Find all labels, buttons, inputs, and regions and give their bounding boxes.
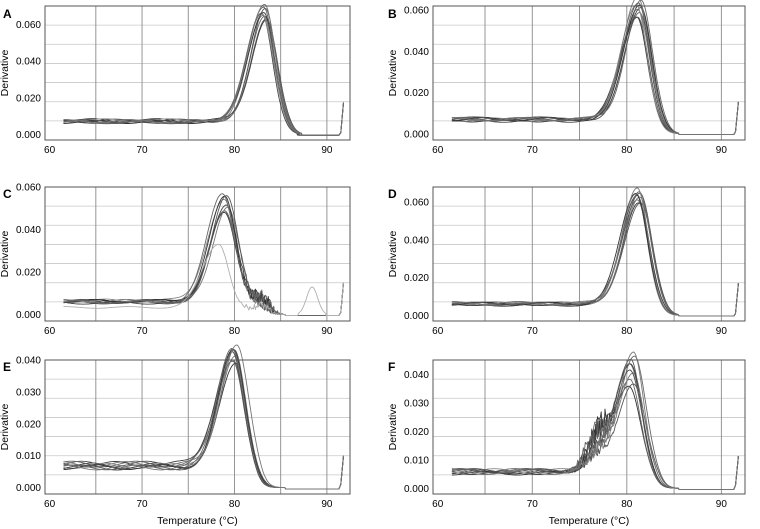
melt-curve bbox=[451, 351, 739, 490]
y-tick-label: 0.010 bbox=[16, 451, 41, 462]
x-tick-label: 60 bbox=[432, 326, 444, 337]
x-tick-label: 80 bbox=[229, 145, 241, 156]
y-tick-label: 0.040 bbox=[16, 356, 41, 367]
y-tick-label: 0.000 bbox=[16, 483, 41, 494]
melt-curve bbox=[63, 3, 344, 136]
y-tick-label: 0.060 bbox=[404, 198, 429, 209]
panel-letter: F bbox=[388, 360, 395, 374]
x-tick-label: 60 bbox=[44, 499, 56, 510]
melt-curve bbox=[63, 6, 344, 136]
x-tick-label: 70 bbox=[136, 145, 148, 156]
x-tick-label: 90 bbox=[321, 326, 333, 337]
y-tick-label: 0.020 bbox=[404, 273, 429, 284]
x-tick-label: 90 bbox=[321, 145, 333, 156]
x-tick-label: 80 bbox=[621, 145, 633, 156]
x-tick-label: 70 bbox=[527, 499, 539, 510]
y-axis-title: Derivative bbox=[387, 404, 399, 451]
y-tick-label: 0.000 bbox=[404, 484, 429, 495]
panel-letter: E bbox=[3, 360, 11, 374]
plot-frame bbox=[44, 359, 351, 495]
x-axis-title: Temperature (°C) bbox=[549, 515, 630, 527]
y-axis-title: Derivative bbox=[387, 231, 399, 278]
plot-frame bbox=[432, 186, 746, 322]
plot-frame bbox=[432, 5, 746, 141]
x-tick-label: 90 bbox=[716, 145, 728, 156]
y-tick-label: 0.040 bbox=[404, 370, 429, 381]
y-tick-label: 0.030 bbox=[404, 398, 429, 409]
panel-letter: A bbox=[3, 7, 12, 21]
x-tick-label: 80 bbox=[229, 326, 241, 337]
y-tick-label: 0.040 bbox=[16, 225, 41, 236]
x-tick-label: 60 bbox=[44, 145, 56, 156]
y-tick-label: 0.020 bbox=[404, 427, 429, 438]
panel-e: E 0.000 0.010 0.020 0.030 0.040 60 70 80 90 Deriva… bbox=[0, 344, 351, 527]
y-tick-label: 0.020 bbox=[404, 88, 429, 99]
y-tick-label: 0.040 bbox=[404, 235, 429, 246]
x-tick-label: 80 bbox=[229, 499, 241, 510]
y-tick-label: 0.060 bbox=[16, 183, 41, 194]
y-tick-label: 0.040 bbox=[16, 57, 41, 68]
melt-curve bbox=[63, 243, 344, 316]
y-tick-label: 0.030 bbox=[16, 387, 41, 398]
x-tick-label: 60 bbox=[44, 326, 56, 337]
x-tick-label: 70 bbox=[527, 145, 539, 156]
plot-frame bbox=[44, 186, 351, 322]
panel-a: A 0.000 0.020 0.040 0.060 60 70 80 90 Derivative bbox=[0, 3, 351, 156]
panel-letter: D bbox=[388, 187, 397, 201]
y-tick-label: 0.000 bbox=[404, 311, 429, 322]
y-tick-label: 0.020 bbox=[16, 419, 41, 430]
y-tick-label: 0.040 bbox=[404, 47, 429, 58]
x-tick-label: 80 bbox=[621, 499, 633, 510]
y-tick-label: 0.000 bbox=[16, 310, 41, 321]
panel-letter: B bbox=[388, 7, 397, 21]
y-axis-title: Derivative bbox=[0, 404, 11, 451]
x-tick-label: 60 bbox=[432, 145, 444, 156]
x-axis-title: Temperature (°C) bbox=[157, 515, 238, 527]
y-tick-label: 0.020 bbox=[16, 93, 41, 104]
x-tick-label: 70 bbox=[527, 326, 539, 337]
y-axis-title: Derivative bbox=[387, 50, 399, 97]
x-tick-label: 80 bbox=[621, 326, 633, 337]
melt-curve bbox=[451, 187, 739, 317]
y-tick-label: 0.000 bbox=[404, 129, 429, 140]
melt-curve bbox=[63, 344, 344, 490]
melt-curve bbox=[451, 0, 739, 136]
panel-f: F 0.000 0.010 0.020 0.030 0.040 60 70 80 90 Deriva… bbox=[387, 351, 746, 527]
panel-b: B 0.000 0.020 0.040 0.060 60 70 80 90 Derivative bbox=[387, 0, 746, 156]
plot-frame bbox=[432, 359, 746, 495]
y-tick-label: 0.060 bbox=[16, 20, 41, 31]
y-tick-label: 0.060 bbox=[404, 6, 429, 17]
y-axis-title: Derivative bbox=[0, 231, 11, 278]
x-tick-label: 90 bbox=[716, 326, 728, 337]
y-tick-label: 0.010 bbox=[404, 455, 429, 466]
x-tick-label: 90 bbox=[716, 499, 728, 510]
plot-frame bbox=[44, 5, 351, 141]
y-tick-label: 0.000 bbox=[16, 130, 41, 141]
x-tick-label: 70 bbox=[136, 326, 148, 337]
x-tick-label: 70 bbox=[136, 499, 148, 510]
panel-letter: C bbox=[3, 187, 12, 201]
y-axis-title: Derivative bbox=[0, 50, 11, 97]
panel-c: C 0.000 0.020 0.040 0.060 60 70 80 90 Derivative bbox=[0, 183, 351, 337]
y-tick-label: 0.020 bbox=[16, 268, 41, 279]
panel-d: D 0.000 0.020 0.040 0.060 60 70 80 90 Derivative bbox=[387, 186, 746, 337]
x-tick-label: 90 bbox=[321, 499, 333, 510]
x-tick-label: 60 bbox=[432, 499, 444, 510]
